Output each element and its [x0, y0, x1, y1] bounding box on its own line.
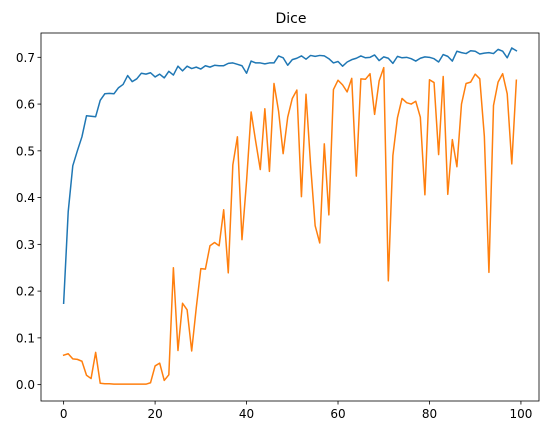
series-line-1: [62, 47, 518, 305]
y-tick-label: 0.1: [16, 331, 35, 345]
y-tick-label: 0.5: [16, 144, 35, 158]
plot-lines: [62, 47, 518, 385]
chart-title: Dice: [276, 11, 307, 27]
y-tick-label: 0.0: [16, 378, 35, 392]
series-line-2: [62, 66, 518, 385]
plot-frame: [40, 32, 540, 402]
y-tick-label: 0.4: [16, 191, 35, 205]
y-axis: 0.0 0.1 0.2 0.3 0.4 0.5 0.6 0.7: [16, 51, 41, 392]
y-tick-label: 0.6: [16, 98, 35, 112]
x-tick-label: 80: [422, 407, 437, 421]
x-tick-label: 40: [239, 407, 254, 421]
y-tick-label: 0.2: [16, 285, 35, 299]
x-tick-label: 60: [330, 407, 345, 421]
x-tick-label: 20: [147, 407, 162, 421]
x-tick-label: 0: [60, 407, 68, 421]
y-tick-label: 0.7: [16, 51, 35, 65]
x-tick-label: 100: [509, 407, 532, 421]
x-axis: 0 20 40 60 80 100: [60, 401, 532, 421]
y-tick-label: 0.3: [16, 238, 35, 252]
